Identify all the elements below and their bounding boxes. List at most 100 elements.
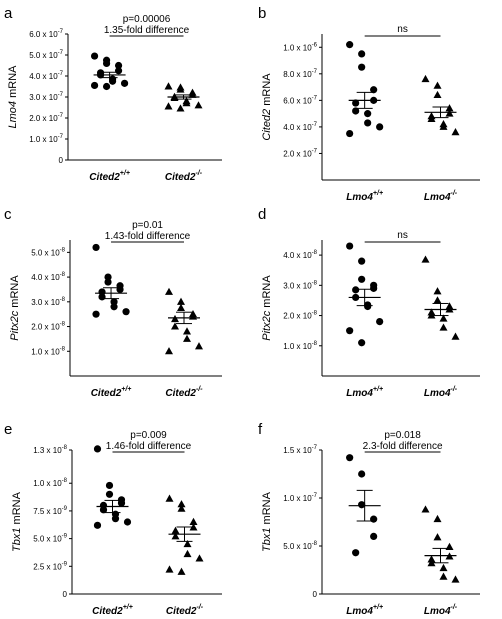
x-category-label: Cited2-/- [165, 170, 203, 183]
data-point-circle [358, 470, 366, 478]
data-point-triangle [171, 322, 179, 330]
data-point-triangle [439, 122, 448, 130]
panel-c: c 1.0 x 10-8 2.0 x 10-8 3.0 x 10-8 4.0 x 10-… [4, 206, 222, 399]
y-axis-label: Pitx2c mRNA [9, 275, 21, 341]
data-point-triangle [183, 334, 191, 342]
y-tick-label: 1.0 x 10-7 [29, 134, 63, 144]
data-point-circle [358, 275, 366, 283]
data-point-circle [370, 532, 378, 541]
data-point-circle [370, 284, 378, 292]
data-point-triangle [445, 109, 454, 117]
data-point-circle [102, 59, 111, 67]
data-point-triangle [433, 533, 442, 541]
data-point-circle [117, 499, 126, 507]
y-tick-label: 4.0 x 10-8 [31, 272, 65, 282]
y-tick-label: 0 [63, 590, 68, 599]
x-category-label: Lmo4-/- [424, 604, 458, 617]
panel-f: f 0 5.0 x 10-8 1.0 x 10-7 1.5 x 10-7 Tbx1 mRN… [258, 421, 480, 617]
data-point-circle [364, 119, 372, 127]
data-point-circle [105, 481, 114, 490]
data-point-triangle [194, 101, 203, 109]
x-category-label: Cited2-/- [166, 604, 204, 617]
y-tick-label: 0 [59, 156, 64, 165]
data-point-circle [346, 242, 354, 250]
panel-letter: d [258, 206, 266, 223]
data-point-circle [376, 318, 384, 326]
y-tick-label: 3.0 x 10-8 [31, 297, 65, 307]
y-axis-label: Pitx2c mRNA [261, 275, 273, 341]
fold-difference-label: 1.43-fold difference [105, 231, 191, 242]
data-point-circle [352, 107, 360, 115]
data-point-circle [364, 110, 372, 118]
data-point-triangle [421, 255, 430, 263]
y-tick-label: 1.0 x 10-8 [33, 478, 67, 488]
data-point-triangle [439, 323, 448, 331]
x-category-label: Lmo4-/- [424, 190, 458, 203]
data-point-circle [108, 77, 117, 85]
data-point-circle [352, 286, 360, 294]
data-point-triangle [177, 504, 186, 512]
x-category-label: Cited2+/+ [91, 386, 132, 399]
fold-difference-label: 1.35-fold difference [104, 25, 190, 36]
y-tick-label: 4.0 x 10-7 [29, 71, 63, 81]
y-tick-label: 7.5 x 10-9 [33, 506, 67, 516]
data-point-triangle [433, 287, 442, 295]
data-point-circle [358, 50, 366, 58]
panel-a: a 0 1.0 x 10-7 2.0 x 10-7 3.0 x 10-7 4.0 x 10… [4, 5, 222, 183]
data-point-circle [352, 99, 360, 107]
data-point-triangle [164, 82, 173, 90]
data-point-triangle [171, 526, 180, 534]
data-point-triangle [177, 297, 185, 305]
panel-letter: f [258, 421, 263, 438]
y-tick-label: 5.0 x 10-8 [283, 541, 317, 551]
data-point-triangle [176, 85, 185, 93]
data-point-triangle [165, 494, 174, 502]
y-tick-label: 1.0 x 10-6 [283, 42, 317, 52]
panel-letter: e [4, 421, 12, 438]
y-axis-label: Lmo4 mRNA [7, 65, 19, 129]
x-category-label: Cited2+/+ [89, 170, 130, 183]
data-point-circle [358, 63, 366, 71]
data-point-triangle [439, 314, 448, 322]
data-point-circle [376, 123, 384, 131]
data-point-circle [92, 310, 100, 318]
data-point-circle [114, 61, 123, 70]
data-point-triangle [421, 74, 430, 83]
data-point-triangle [451, 332, 460, 340]
data-point-circle [346, 454, 354, 462]
data-point-triangle [427, 114, 436, 122]
data-point-triangle [439, 572, 448, 580]
y-tick-label: 2.0 x 10-7 [283, 148, 317, 158]
p-value-label: p=0.009 [130, 430, 167, 441]
data-point-circle [93, 445, 102, 453]
data-point-triangle [189, 523, 198, 531]
data-point-circle [102, 82, 111, 91]
y-tick-label: 5.0 x 10-7 [29, 50, 63, 60]
data-point-circle [358, 257, 366, 265]
data-point-circle [116, 285, 124, 294]
significance-label: ns [397, 230, 408, 241]
data-point-triangle [195, 342, 203, 350]
data-point-circle [105, 490, 114, 498]
data-point-triangle [183, 539, 192, 548]
y-axis-label: Tbx1 mRNA [11, 491, 23, 552]
data-point-circle [346, 327, 354, 335]
data-point-circle [352, 549, 360, 557]
y-tick-label: 5.0 x 10-8 [31, 247, 65, 257]
data-point-circle [364, 302, 372, 311]
data-point-triangle [164, 102, 173, 110]
data-point-triangle [421, 505, 430, 513]
data-point-triangle [427, 559, 436, 567]
x-category-label: Lmo4+/+ [346, 190, 383, 203]
fold-difference-label: 1.46-fold difference [106, 441, 192, 452]
data-point-circle [123, 518, 132, 526]
data-point-triangle [171, 532, 180, 540]
y-tick-label: 3.0 x 10-7 [29, 92, 63, 102]
data-point-circle [346, 129, 354, 138]
data-point-triangle [445, 104, 454, 112]
data-point-triangle [195, 554, 204, 562]
data-point-circle [104, 273, 112, 281]
y-tick-label: 5.0 x 10-9 [33, 534, 67, 544]
data-point-triangle [177, 567, 186, 575]
data-point-triangle [183, 327, 191, 335]
